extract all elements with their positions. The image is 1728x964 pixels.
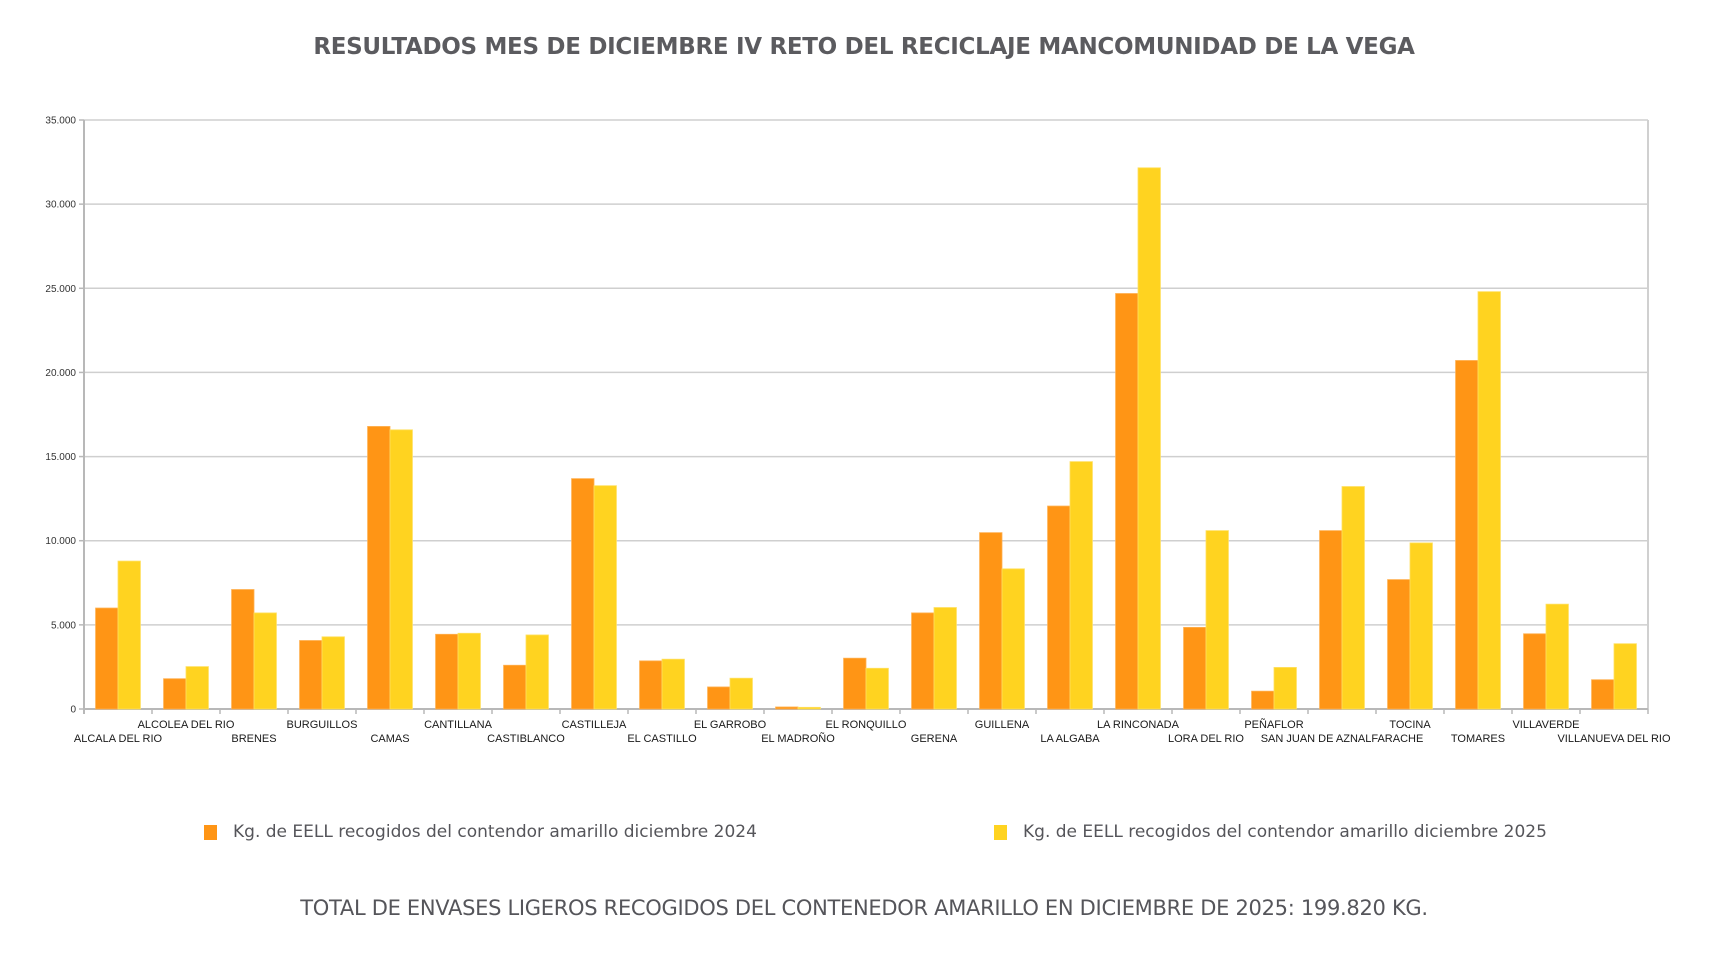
bar-2025	[1069, 461, 1093, 710]
bar-2025	[593, 485, 617, 710]
bar-2024	[435, 633, 459, 710]
total-summary: TOTAL DE ENVASES LIGEROS RECOGIDOS DEL C…	[300, 896, 1428, 920]
x-tick-label: BRENES	[231, 733, 276, 745]
x-tick-label: GERENA	[911, 733, 958, 745]
bar-2024	[1455, 360, 1479, 710]
bar-2024	[1251, 690, 1275, 710]
y-tick-label: 35.000	[45, 116, 76, 127]
bar-2024	[367, 426, 391, 710]
bar-2024	[503, 664, 527, 710]
y-tick-label: 10.000	[45, 536, 76, 547]
y-tick-label: 0	[70, 705, 76, 716]
x-tick-label: EL MADROÑO	[761, 732, 835, 745]
x-tick-label: VILLANUEVA DEL RIO	[1557, 733, 1671, 745]
bar-2024	[571, 478, 595, 710]
bar-2024	[843, 657, 867, 710]
bar-2024	[1387, 579, 1411, 710]
x-tick-label: EL GARROBO	[694, 719, 767, 731]
bar-2024	[1183, 626, 1207, 710]
x-tick-label: SAN JUAN DE AZNALFARACHE	[1261, 733, 1424, 745]
bar-2024	[979, 532, 1003, 710]
bar-2025	[185, 666, 209, 710]
legend-swatch-2024	[204, 824, 217, 840]
bar-2025	[1205, 530, 1229, 710]
bar-chart: 0 5.000 10.000 15.000 20.000 25.000 30.000 35.0…	[45, 116, 1671, 746]
x-tick-label: CASTIBLANCO	[487, 733, 565, 745]
bar-2024	[1115, 293, 1139, 710]
bar-2025	[1409, 542, 1433, 710]
bar-2025	[1613, 643, 1637, 710]
bar-2024	[163, 678, 187, 710]
x-tick-label: LA RINCONADA	[1097, 719, 1180, 731]
y-tick-label: 25.000	[45, 284, 76, 295]
x-tick-label: CASTILLEJA	[562, 719, 627, 731]
bar-2024	[1047, 505, 1071, 710]
y-tick-label: 15.000	[45, 452, 76, 463]
bar-2025	[1001, 568, 1025, 710]
bar-2024	[95, 607, 119, 710]
legend-label-2024: Kg. de EELL recogidos del contendor amar…	[233, 822, 757, 842]
bar-2025	[457, 632, 481, 710]
x-tick-label: ALCOLEA DEL RIO	[138, 719, 235, 731]
bar-2024	[911, 612, 935, 710]
bar-2025	[729, 677, 753, 710]
bar-2025	[1273, 667, 1297, 710]
x-tick-label: LA ALGABA	[1040, 733, 1100, 745]
bar-2025	[933, 607, 957, 710]
legend-label-2025: Kg. de EELL recogidos del contendor amar…	[1023, 822, 1547, 842]
bar-2024	[231, 589, 255, 710]
x-tick-label: CANTILLANA	[424, 719, 493, 731]
bar-2025	[389, 429, 413, 710]
bar-2024	[1523, 633, 1547, 710]
x-tick-label: CAMAS	[370, 733, 409, 745]
x-tick-label: TOMARES	[1451, 733, 1505, 745]
x-tick-label: BURGUILLOS	[287, 719, 358, 731]
x-tick-label: EL CASTILLO	[627, 733, 697, 745]
x-tick-label: EL RONQUILLO	[826, 719, 907, 731]
bar-2025	[321, 636, 345, 710]
bar-2024	[639, 660, 663, 710]
legend-item-2025: Kg. de EELL recogidos del contendor amar…	[994, 822, 1547, 842]
chart-title: RESULTADOS MES DE DICIEMBRE IV RETO DEL …	[313, 34, 1415, 60]
x-tick-label: PEÑAFLOR	[1244, 718, 1303, 731]
bar-2024	[775, 706, 799, 710]
y-tick-label: 30.000	[45, 200, 76, 211]
bar-2025	[117, 560, 141, 710]
y-tick-label: 20.000	[45, 368, 76, 379]
bar-2025	[661, 658, 685, 710]
bar-2024	[299, 640, 323, 710]
x-tick-label: TOCINA	[1389, 719, 1431, 731]
bar-2025	[1477, 291, 1501, 710]
bar-2025	[1545, 603, 1569, 710]
bar-2025	[1137, 167, 1161, 710]
x-tick-label: GUILLENA	[975, 719, 1030, 731]
bar-2025	[253, 612, 277, 710]
bar-2025	[525, 634, 549, 710]
bar-2025	[797, 706, 821, 710]
x-tick-label: LORA DEL RIO	[1168, 733, 1244, 745]
y-tick-label: 5.000	[51, 620, 76, 631]
bar-2024	[1591, 679, 1615, 710]
bar-2024	[707, 686, 731, 710]
legend-item-2024: Kg. de EELL recogidos del contendor amar…	[204, 822, 757, 842]
x-tick-label: ALCALA DEL RIO	[74, 733, 163, 745]
bar-2025	[865, 667, 889, 710]
bar-2025	[1341, 486, 1365, 710]
bar-2024	[1319, 530, 1343, 710]
legend-swatch-2025	[994, 824, 1007, 840]
x-tick-label: VILLAVERDE	[1512, 719, 1579, 731]
